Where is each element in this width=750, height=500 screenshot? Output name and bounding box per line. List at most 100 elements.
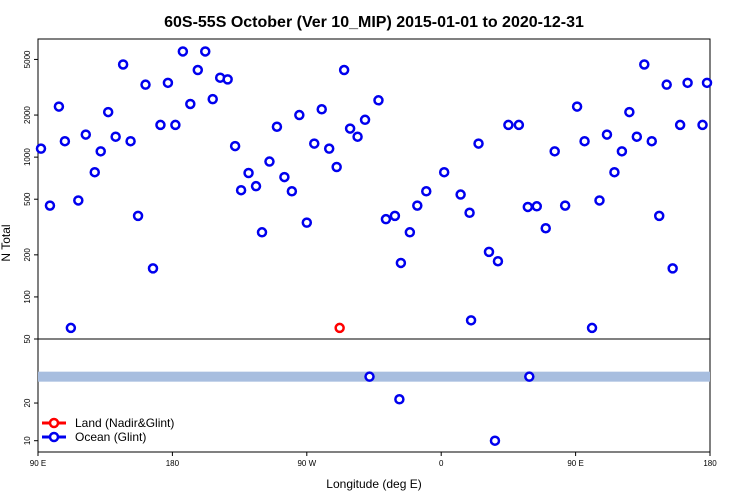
point-ocean (631, 131, 643, 142)
point-ocean (132, 210, 144, 222)
point-ocean (279, 171, 290, 183)
point-ocean (667, 263, 678, 274)
point-ocean (492, 255, 504, 267)
point-ocean (674, 119, 686, 131)
y-tick-label: 100 (23, 290, 32, 304)
point-ocean (338, 64, 350, 76)
point-ocean (177, 46, 189, 57)
point-ocean (162, 77, 174, 89)
point-ocean (412, 200, 423, 211)
point-ocean (380, 213, 392, 225)
point-ocean (594, 195, 605, 206)
point-ocean (170, 119, 181, 131)
point-ocean (250, 180, 262, 192)
point-ocean (464, 207, 475, 219)
point-ocean (316, 104, 327, 115)
point-ocean (524, 371, 535, 382)
point-ocean (323, 143, 335, 154)
point-ocean (653, 210, 665, 222)
point-ocean (364, 371, 375, 382)
point-ocean (513, 119, 525, 131)
point-ocean (80, 129, 92, 140)
y-tick-label: 5000 (23, 50, 32, 68)
point-ocean (222, 74, 233, 85)
point-ocean (102, 106, 114, 118)
point-ocean (373, 95, 384, 106)
y-tick-label: 2000 (23, 106, 32, 124)
point-ocean (207, 93, 218, 105)
y-axis-label: N Total (0, 224, 13, 261)
point-ocean (271, 121, 283, 132)
point-ocean (455, 189, 466, 200)
x-tick-label: 180 (166, 459, 180, 468)
lower-plot-frame (37, 338, 711, 453)
legend-item-land: Land (Nadir&Glint) (42, 416, 174, 430)
point-land (334, 322, 345, 334)
point-ocean (473, 138, 484, 149)
point-ocean (73, 195, 84, 206)
point-ocean (331, 161, 342, 173)
point-ocean (117, 59, 129, 70)
x-tick-label: 180 (703, 459, 717, 468)
x-tick-label: 90 E (30, 459, 46, 468)
point-ocean (661, 79, 672, 90)
point-ocean (601, 129, 613, 140)
upper-y-axis: 50 100 200 500 1000 2000 5000 (23, 50, 38, 343)
point-ocean (465, 315, 477, 326)
point-ocean (53, 101, 65, 112)
point-ocean (616, 146, 628, 157)
chart-title: 60S-55S October (Ver 10_MIP) 2015-01-01 … (164, 14, 584, 31)
y-tick-label: 500 (23, 192, 32, 206)
legend: Land (Nadir&Glint) Ocean (Glint) (42, 416, 174, 444)
y-tick-label: 200 (23, 248, 32, 262)
point-ocean (701, 77, 713, 89)
point-ocean (286, 186, 298, 197)
point-ocean (404, 227, 416, 238)
point-ocean (609, 166, 620, 178)
point-ocean (395, 257, 407, 269)
point-ocean (95, 146, 106, 157)
upper-plot-frame (37, 38, 711, 340)
legend-item-ocean: Ocean (Glint) (42, 430, 146, 444)
point-ocean (503, 119, 514, 131)
point-ocean (421, 186, 432, 197)
point-ocean (359, 114, 371, 126)
point-ocean (264, 156, 275, 167)
x-axis: 90 E 180 90 W 0 90 E 180 (30, 452, 717, 468)
point-ocean (110, 131, 121, 142)
point-ocean (243, 167, 254, 179)
point-ocean (549, 146, 560, 157)
point-ocean (389, 210, 401, 222)
y-tick-label: 1000 (23, 148, 32, 166)
data-points (35, 46, 713, 446)
point-ocean (483, 246, 495, 258)
point-ocean (639, 59, 650, 70)
point-ocean (438, 166, 450, 178)
point-ocean (586, 322, 598, 334)
point-ocean (571, 101, 583, 112)
point-ocean (140, 79, 151, 90)
x-tick-label: 0 (439, 459, 444, 468)
point-ocean (522, 201, 534, 213)
point-ocean (682, 77, 693, 89)
point-ocean (155, 119, 166, 131)
point-ocean (185, 98, 196, 110)
y-tick-label: 20 (23, 398, 32, 407)
point-ocean (531, 201, 543, 212)
point-ocean (646, 135, 658, 147)
point-ocean (559, 200, 571, 211)
point-ocean (697, 119, 708, 131)
point-ocean (309, 138, 320, 149)
point-ocean (624, 106, 635, 118)
x-axis-label: Longitude (deg E) (326, 477, 421, 491)
point-ocean (65, 322, 77, 334)
point-ocean (229, 140, 241, 152)
point-ocean (256, 227, 268, 238)
point-ocean (125, 135, 136, 147)
point-ocean (489, 435, 501, 446)
x-tick-label: 90 E (567, 459, 583, 468)
y-tick-label: 10 (23, 436, 32, 445)
lower-y-axis: 10 20 (23, 398, 38, 445)
legend-label-ocean: Ocean (Glint) (75, 430, 146, 444)
